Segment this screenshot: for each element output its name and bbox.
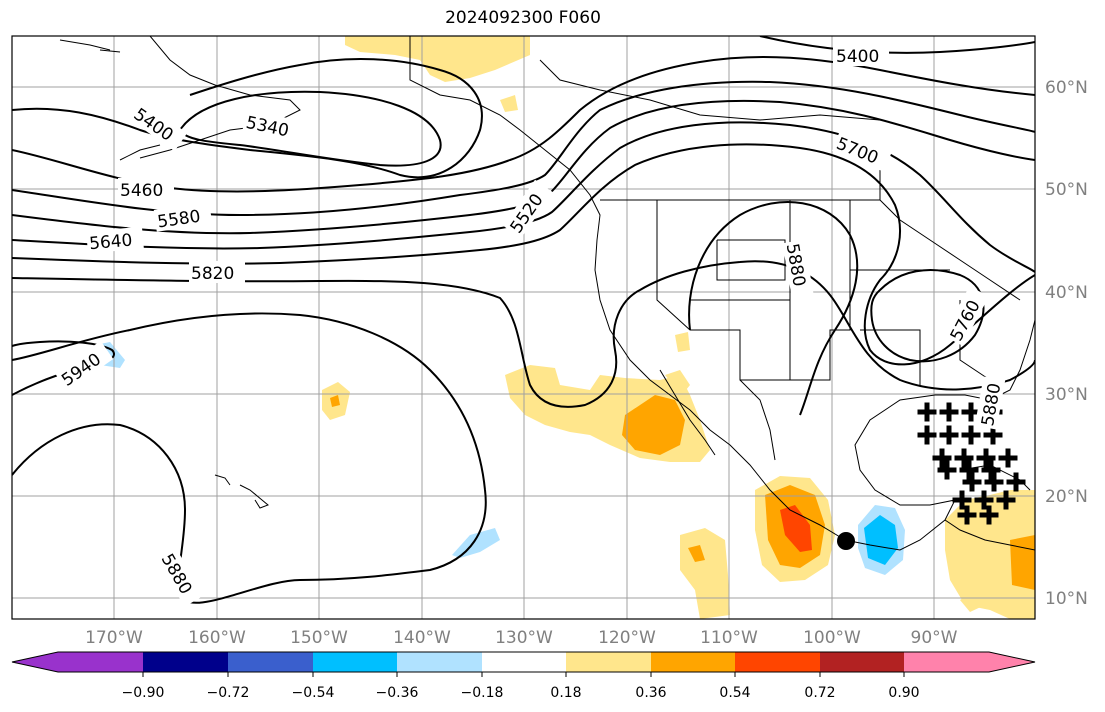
lat-label: 60°N (1045, 78, 1088, 98)
colorbar-tick-label: −0.36 (376, 685, 419, 701)
colorbar-segment (12, 652, 58, 672)
colorbar-tick-label: −0.18 (461, 685, 504, 701)
colorbar-tick-label: −0.72 (207, 685, 250, 701)
shade-positive (960, 590, 985, 612)
colorbar-tick-label: 0.36 (635, 685, 666, 701)
lat-label: 40°N (1045, 283, 1088, 303)
colorbar-segment (58, 652, 143, 672)
shade-positive (675, 332, 690, 352)
shade-positive (1010, 535, 1035, 590)
hatch-markers (917, 402, 1026, 525)
colorbar-segment (143, 652, 228, 672)
lat-label: 10°N (1045, 589, 1088, 609)
colorbar-tick-label: 0.54 (719, 685, 750, 701)
shade-negative (452, 528, 500, 558)
shade-positive (500, 95, 518, 112)
colorbar: −0.90 −0.72 −0.54 −0.36 −0.18 0.18 0.36 … (11, 651, 1036, 701)
contour-label: 5820 (191, 264, 234, 284)
colorbar-segment (735, 652, 820, 672)
lat-label: 50°N (1045, 180, 1088, 200)
colorbar-segment (313, 652, 397, 672)
contour-5520 (12, 80, 1035, 217)
contour-5880-pac (12, 312, 487, 604)
lon-label: 100°W (803, 628, 861, 648)
contour-5700 (12, 143, 1035, 366)
contour-5760 (870, 269, 985, 363)
shade-positive (780, 505, 812, 552)
colorbar-tick-label: 0.90 (888, 685, 919, 701)
lon-label: 150°W (290, 628, 348, 648)
contour-label: 5460 (120, 181, 163, 201)
colorbar-segment (566, 652, 651, 672)
contour-5580 (12, 99, 1035, 235)
map-frame (11, 35, 1036, 620)
lat-label: 20°N (1045, 487, 1088, 507)
shade-positive (330, 395, 340, 407)
contour-5640 (12, 121, 1035, 273)
colorbar-tick-label: −0.54 (292, 685, 335, 701)
lon-label: 90°W (911, 628, 958, 648)
contour-alaska-low-inner (178, 90, 442, 167)
shade-positive (688, 545, 705, 562)
storm-center-marker (837, 532, 855, 550)
lon-label: 170°W (85, 628, 143, 648)
colorbar-outline (11, 651, 1036, 673)
colorbar-segment (989, 652, 1035, 672)
lon-label: 130°W (495, 628, 553, 648)
lon-label: 160°W (188, 628, 246, 648)
colorbar-segment (904, 652, 989, 672)
colorbar-segment (820, 652, 904, 672)
height-contours (12, 36, 1035, 604)
map-title: 2024092300 F060 (445, 8, 601, 28)
colorbar-segment (651, 652, 735, 672)
colorbar-ticks (142, 672, 905, 677)
contour-label: 5640 (88, 231, 133, 255)
contour-5460 (12, 55, 1035, 193)
shade-negative (864, 515, 898, 565)
contour-5400-north (759, 36, 1035, 54)
contour-5820 (12, 260, 1035, 408)
contour-label: 5400 (836, 47, 879, 67)
colorbar-segment (482, 652, 566, 672)
shade-positive (345, 36, 530, 82)
colorbar-tick-label: 0.18 (550, 685, 581, 701)
colorbar-segment (228, 652, 313, 672)
shade-positive (665, 370, 690, 395)
colorbar-tick-label: 0.72 (804, 685, 835, 701)
longitude-labels: 170°W 160°W 150°W 140°W 130°W 120°W 110°… (85, 628, 958, 648)
shade-positive (622, 395, 685, 455)
colorbar-tick-label: −0.90 (122, 685, 165, 701)
lat-label: 30°N (1045, 385, 1088, 405)
lon-label: 120°W (598, 628, 656, 648)
lon-label: 140°W (393, 628, 451, 648)
colorbar-segment (397, 652, 482, 672)
lon-label: 110°W (700, 628, 758, 648)
contour-5880-ridge (688, 201, 859, 416)
contour-alaska-low (12, 57, 483, 179)
latitude-labels: 60°N 50°N 40°N 30°N 20°N 10°N (1045, 78, 1088, 609)
